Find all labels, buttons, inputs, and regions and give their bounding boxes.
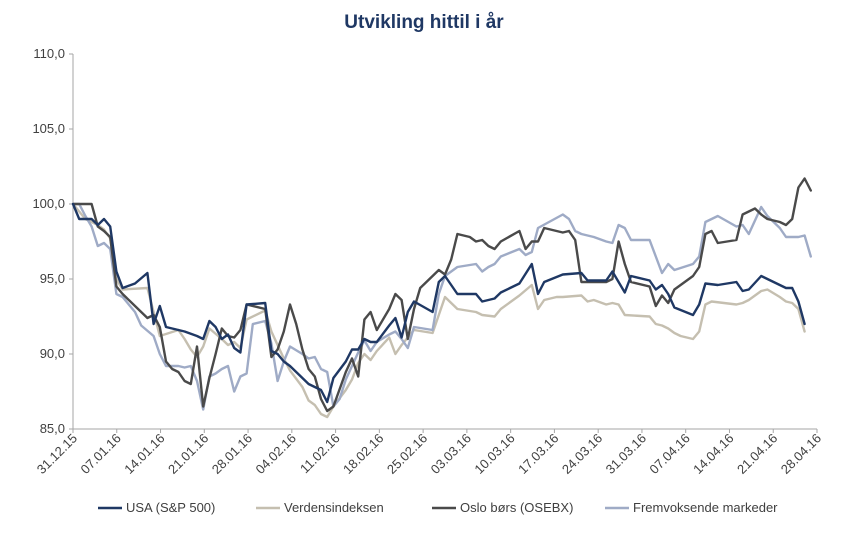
x-tick-label: 07.01.16 <box>77 431 123 477</box>
y-tick-label: 110,0 <box>33 46 65 61</box>
x-tick-label: 31.12.15 <box>34 431 80 477</box>
legend-label: Oslo børs (OSEBX) <box>460 500 573 515</box>
y-tick-label: 105,0 <box>32 121 65 136</box>
legend-label: USA (S&P 500) <box>126 500 215 515</box>
x-tick-label: 28.04.16 <box>778 431 824 477</box>
x-tick-label: 14.04.16 <box>690 431 736 477</box>
x-tick-label: 28.01.16 <box>209 431 255 477</box>
x-tick-label: 17.03.16 <box>515 431 561 477</box>
series-line-2 <box>71 177 812 413</box>
x-tick-label: 18.02.16 <box>340 431 386 477</box>
y-tick-label: 85,0 <box>40 421 65 436</box>
legend: USA (S&P 500) Verdensindeksen Oslo børs (O… <box>98 500 778 515</box>
x-tick-label: 03.03.16 <box>428 431 474 477</box>
y-axis: 85,0 90,0 95,0 100,0 105,0 110,0 <box>32 46 74 436</box>
legend-label: Verdensindeksen <box>284 500 384 515</box>
series-line-3 <box>71 202 812 411</box>
chart-title: Utvikling hittil i år <box>344 12 504 33</box>
y-tick-label: 95,0 <box>40 271 65 286</box>
y-tick-label: 100,0 <box>32 196 65 211</box>
plot-lines <box>71 177 812 419</box>
x-tick-label: 04.02.16 <box>253 431 299 477</box>
x-tick-label: 21.01.16 <box>165 431 211 477</box>
y-tick-label: 90,0 <box>40 346 65 361</box>
x-tick-label: 11.02.16 <box>297 431 343 477</box>
x-tick-label: 25.02.16 <box>384 431 430 477</box>
legend-label: Fremvoksende markeder <box>633 500 778 515</box>
x-tick-label: 21.04.16 <box>734 431 780 477</box>
x-tick-label: 31.03.16 <box>603 431 649 477</box>
x-tick-label: 24.03.16 <box>559 431 605 477</box>
x-tick-label: 14.01.16 <box>121 431 167 477</box>
x-tick-label: 07.04.16 <box>646 431 692 477</box>
x-tick-label: 10.03.16 <box>471 431 517 477</box>
series-line-0 <box>71 202 806 404</box>
x-axis: 31.12.1507.01.1614.01.1621.01.1628.01.16… <box>34 428 824 477</box>
